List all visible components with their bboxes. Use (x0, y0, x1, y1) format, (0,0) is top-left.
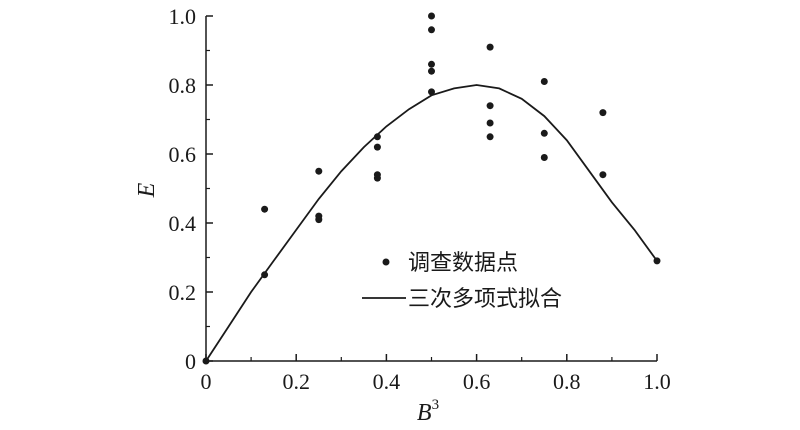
data-point (373, 143, 381, 151)
data-point (428, 26, 435, 34)
data-point (540, 154, 548, 161)
data-point (599, 109, 607, 117)
y-tick-label: 0.2 (169, 280, 197, 305)
data-point (373, 171, 381, 179)
data-point (261, 271, 269, 279)
x-tick-label: 0.8 (553, 369, 581, 394)
data-point (486, 133, 494, 141)
legend-label-line: 三次多项式拟合 (408, 287, 562, 312)
x-tick-label: 0.4 (373, 369, 401, 394)
data-point (486, 119, 494, 127)
data-points (202, 12, 661, 365)
data-point (373, 133, 381, 141)
data-point (428, 67, 435, 75)
y-tick-label: 0.8 (169, 73, 197, 98)
legend-label-points: 调查数据点 (408, 251, 518, 276)
data-point (486, 102, 494, 110)
data-point (428, 12, 435, 20)
y-ticks: 0 0.2 0.4 0.6 0.8 1.0 (169, 4, 213, 374)
data-point (202, 357, 210, 365)
data-point (599, 171, 607, 179)
x-axis-label: B3 (417, 397, 439, 426)
data-point (428, 88, 435, 96)
x-ticks: 0 0.2 0.4 0.6 0.8 1.0 (201, 354, 671, 394)
data-point (653, 257, 661, 265)
legend-marker-points (382, 258, 390, 266)
y-tick-label: 0.4 (169, 211, 197, 236)
fit-curve (205, 84, 658, 362)
data-point (428, 60, 435, 68)
data-point (540, 78, 548, 85)
y-tick-label: 0.6 (169, 142, 197, 167)
legend: 调查数据点 三次多项式拟合 (362, 251, 562, 312)
y-tick-label: 1.0 (169, 4, 197, 29)
y-axis-label: E (134, 182, 160, 198)
data-point (486, 43, 494, 51)
y-tick-label: 0 (185, 349, 196, 374)
x-tick-label: 0.2 (282, 369, 310, 394)
data-point (315, 212, 323, 220)
x-tick-label: 0.6 (463, 369, 491, 394)
data-point (261, 205, 269, 213)
data-point (540, 129, 548, 137)
x-tick-label: 1.0 (643, 369, 671, 394)
x-tick-label: 0 (201, 369, 212, 394)
data-point (315, 167, 323, 175)
